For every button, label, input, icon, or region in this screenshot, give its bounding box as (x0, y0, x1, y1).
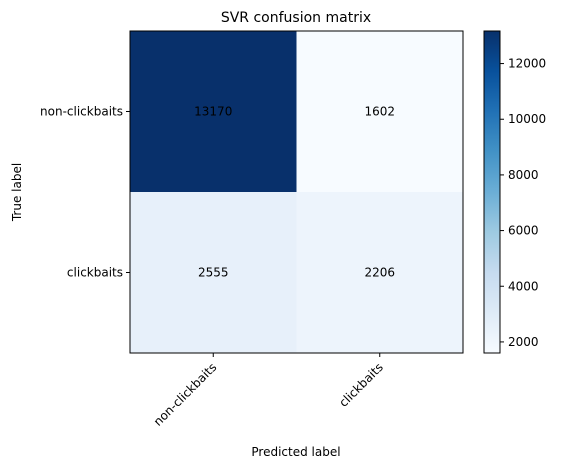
colorbar-tick-label-5: 12000 (508, 57, 546, 71)
heatmap-cell-label-r0-c0: 13170 (194, 105, 232, 119)
colorbar-ticks: 2000 4000 6000 8000 10000 12000 (500, 57, 546, 349)
colorbar-tick-label-1: 4000 (508, 279, 539, 293)
y-tick-label-1: clickbaits (67, 266, 123, 280)
plot-frame (129, 30, 464, 354)
x-tick-label-1: clickbaits (336, 360, 386, 410)
heatmap-cell-r0-c0 (130, 31, 297, 192)
heatmap-cell-label-r0-c1: 1602 (364, 105, 395, 119)
colorbar-tick-label-0: 2000 (508, 335, 539, 349)
heatmap-cell-labels: 13170 1602 2555 2206 (194, 105, 395, 280)
x-axis-ticks: non-clickbaits clickbaits (151, 353, 386, 429)
x-tick-label-0: non-clickbaits (151, 360, 220, 429)
heatmap-cell-label-r1-c0: 2555 (198, 266, 229, 280)
y-tick-label-0: non-clickbaits (40, 105, 123, 119)
heatmap-cell-r1-c1 (296, 192, 463, 353)
y-axis-label: True label (10, 163, 24, 222)
colorbar (483, 30, 501, 354)
heatmap-cell-r0-c1 (296, 31, 463, 192)
heatmap-cell-r1-c0 (130, 192, 297, 353)
colorbar-tick-label-2: 6000 (508, 224, 539, 238)
chart-title: SVR confusion matrix (221, 10, 371, 26)
colorbar-tick-label-3: 8000 (508, 168, 539, 182)
x-axis-label: Predicted label (251, 445, 340, 459)
heatmap-cells (130, 31, 463, 353)
heatmap-cell-label-r1-c1: 2206 (364, 266, 395, 280)
y-axis-ticks: non-clickbaits clickbaits (40, 105, 130, 280)
colorbar-tick-label-4: 10000 (508, 112, 546, 126)
